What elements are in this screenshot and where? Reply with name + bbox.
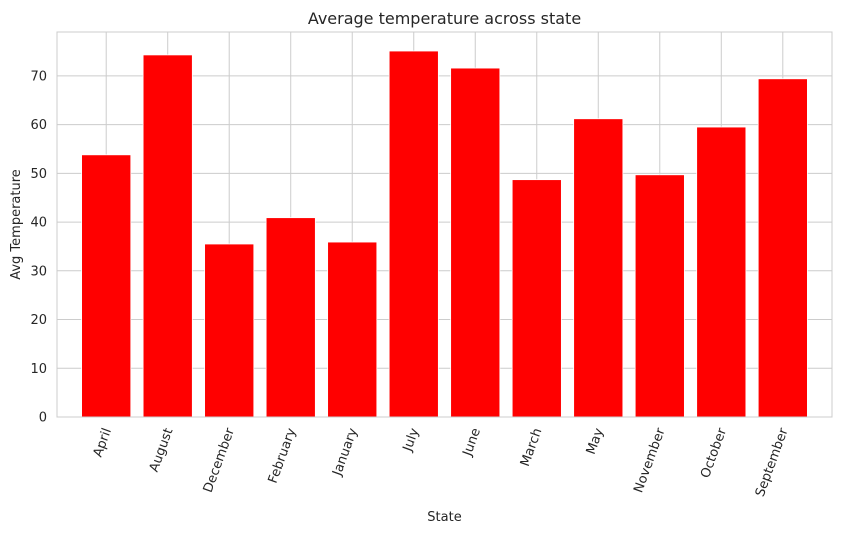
y-tick-label: 50 xyxy=(30,167,47,182)
y-tick-label: 30 xyxy=(30,264,47,279)
bar-may xyxy=(573,118,624,418)
bar-march xyxy=(511,179,562,418)
x-tick-labels: April August December February January July Ju… xyxy=(91,426,792,499)
x-tick-label-september: September xyxy=(753,426,792,499)
x-tick-label-august: August xyxy=(147,426,177,474)
x-tick-label-july: July xyxy=(400,426,423,454)
y-tick-label: 20 xyxy=(30,313,47,328)
x-tick-label-february: February xyxy=(266,426,300,486)
bar-december xyxy=(204,243,255,418)
x-tick-label-october: October xyxy=(698,426,730,481)
x-axis-label: State xyxy=(427,510,461,525)
y-tick-label: 70 xyxy=(30,69,47,84)
y-tick-label: 0 xyxy=(39,411,47,426)
bar-january xyxy=(327,241,378,418)
x-tick-label-april: April xyxy=(91,426,115,459)
x-tick-label-june: June xyxy=(460,426,484,459)
x-tick-label-march: March xyxy=(518,426,546,468)
bar-february xyxy=(265,217,316,418)
x-tick-label-january: January xyxy=(330,426,361,479)
x-tick-label-may: May xyxy=(584,426,607,457)
bar-november xyxy=(634,174,685,418)
plot-frame xyxy=(56,31,833,418)
y-tick-label: 10 xyxy=(30,362,47,377)
bar-june xyxy=(450,67,501,418)
bar-july xyxy=(388,50,439,418)
y-tick-labels: 0 10 20 30 40 50 60 70 xyxy=(30,69,47,425)
y-axis-label: Avg Temperature xyxy=(9,169,24,280)
y-tick-label: 40 xyxy=(30,216,47,231)
bar-october xyxy=(696,126,747,418)
bar-april xyxy=(81,154,132,418)
chart-title: Average temperature across state xyxy=(308,9,581,28)
x-tick-label-november: November xyxy=(631,426,668,495)
bars xyxy=(81,50,808,418)
x-tick-label-december: December xyxy=(201,426,238,495)
bar-august xyxy=(142,54,193,418)
y-tick-label: 60 xyxy=(30,118,47,133)
bar-september xyxy=(757,78,808,418)
